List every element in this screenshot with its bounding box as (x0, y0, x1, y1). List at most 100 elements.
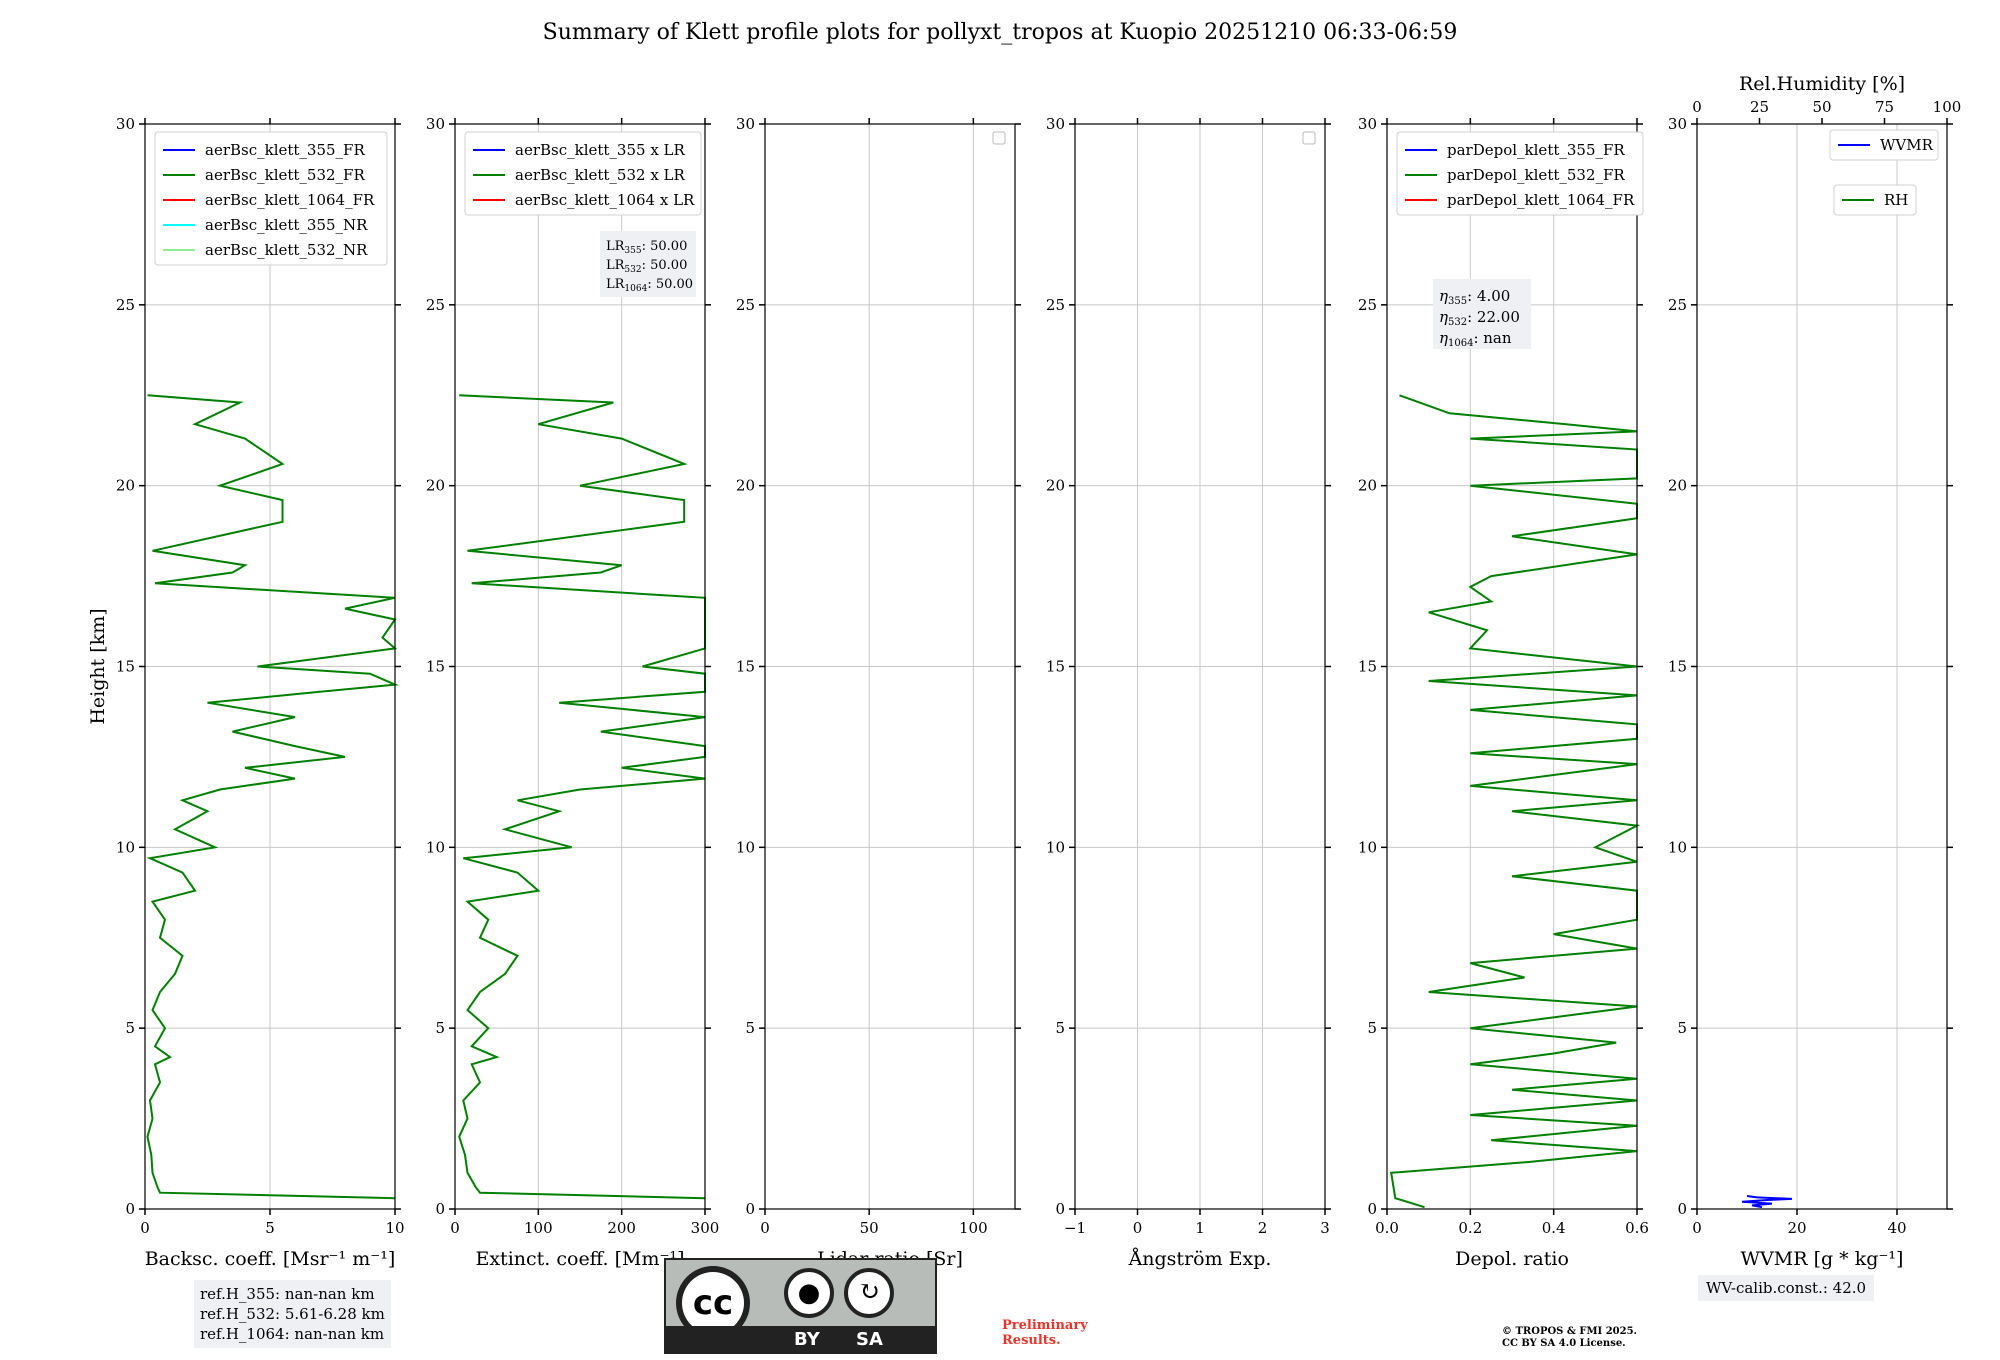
x-tick-label: 100 (524, 1219, 553, 1237)
y-tick-label: 20 (1046, 477, 1065, 495)
top-x-tick-label: 100 (1933, 98, 1962, 116)
y-tick-label: 0 (125, 1200, 135, 1218)
ref-h-1064: ref.H_1064: nan-nan km (200, 1325, 385, 1343)
y-tick-label: 0 (1055, 1200, 1065, 1218)
lr-value: LR1064: 50.00 (606, 277, 693, 294)
legend-label: parDepol_klett_355_FR (1447, 141, 1625, 159)
y-tick-label: 15 (1358, 658, 1377, 676)
y-tick-label: 5 (1367, 1019, 1377, 1037)
top-axis-label: Rel.Humidity [%] (1739, 73, 1905, 95)
y-tick-label: 0 (435, 1200, 445, 1218)
series-parDepol_klett_532_FR (1390, 394, 1641, 1209)
top-x-tick-label: 25 (1750, 98, 1769, 116)
legend-label: aerBsc_klett_532 x LR (515, 166, 686, 184)
y-tick-label: 15 (1046, 658, 1065, 676)
y-tick-label: 10 (426, 838, 445, 856)
lr-value: LR532: 50.00 (606, 258, 687, 275)
y-tick-label: 25 (116, 296, 135, 314)
x-tick-label: 0 (1133, 1219, 1143, 1237)
x-tick-label: 3 (1320, 1219, 1330, 1237)
license-by-label: BY (794, 1329, 820, 1350)
x-tick-label: 50 (860, 1219, 879, 1237)
x-tick-label: 0 (760, 1219, 770, 1237)
y-tick-label: 20 (116, 477, 135, 495)
y-tick-label: 5 (435, 1019, 445, 1037)
y-tick-label: 15 (116, 658, 135, 676)
ref-h-532: ref.H_532: 5.61-6.28 km (200, 1305, 385, 1323)
cc-license-badge: cc ● ↻ BY SA (664, 1258, 937, 1354)
x-tick-label: 100 (959, 1219, 988, 1237)
eta-value: η532: 22.00 (1439, 308, 1520, 328)
legend-label: aerBsc_klett_355_FR (205, 141, 365, 159)
y-tick-label: 25 (736, 296, 755, 314)
y-tick-label: 5 (745, 1019, 755, 1037)
ref-h-355: ref.H_355: nan-nan km (200, 1285, 375, 1303)
lr-box (600, 231, 696, 297)
x-tick-label: 0.4 (1542, 1219, 1566, 1237)
legend-label: aerBsc_klett_532_NR (205, 241, 368, 259)
y-tick-label: 25 (1358, 296, 1377, 314)
y-tick-label: 30 (736, 115, 755, 133)
y-tick-label: 30 (426, 115, 445, 133)
empty-legend (992, 131, 1006, 145)
x-tick-label: 20 (1787, 1219, 1806, 1237)
y-tick-label: 0 (745, 1200, 755, 1218)
x-tick-label: 0 (1692, 1219, 1702, 1237)
eta-box (1433, 279, 1531, 349)
y-tick-label: 30 (1668, 115, 1687, 133)
legend-box (154, 131, 388, 266)
top-x-tick-label: 75 (1875, 98, 1894, 116)
x-tick-label: 0 (450, 1219, 460, 1237)
x-tick-label: 10 (385, 1219, 404, 1237)
x-axis-label: WVMR [g * kg⁻¹] (1741, 1248, 1904, 1270)
x-axis-label: Depol. ratio (1455, 1248, 1569, 1270)
legend-label: aerBsc_klett_1064 x LR (515, 191, 695, 209)
x-tick-label: 300 (691, 1219, 720, 1237)
empty-legend (1302, 131, 1316, 145)
eta-value: η355: 4.00 (1439, 287, 1510, 307)
legend-label: aerBsc_klett_532_FR (205, 166, 365, 184)
legend-label: parDepol_klett_532_FR (1447, 166, 1625, 184)
y-tick-label: 25 (1046, 296, 1065, 314)
y-tick-label: 0 (1367, 1200, 1377, 1218)
y-tick-label: 15 (736, 658, 755, 676)
y-tick-label: 15 (1668, 658, 1687, 676)
y-tick-label: 15 (426, 658, 445, 676)
x-tick-label: 0.0 (1375, 1219, 1399, 1237)
x-tick-label: −1 (1064, 1219, 1086, 1237)
y-tick-label: 20 (1668, 477, 1687, 495)
y-tick-label: 30 (1046, 115, 1065, 133)
legend-label: WVMR (1880, 136, 1934, 154)
eta-value: η1064: nan (1439, 329, 1512, 349)
y-tick-label: 10 (736, 838, 755, 856)
x-axis-label: Ångström Exp. (1128, 1248, 1272, 1270)
x-tick-label: 5 (265, 1219, 275, 1237)
series-WVMR (1741, 1195, 1793, 1209)
y-tick-label: 5 (1055, 1019, 1065, 1037)
y-tick-label: 30 (1358, 115, 1377, 133)
legend-label: RH (1884, 191, 1908, 209)
y-tick-label: 20 (426, 477, 445, 495)
x-tick-label: 200 (607, 1219, 636, 1237)
x-tick-label: 40 (1887, 1219, 1906, 1237)
legend-box (1829, 129, 1939, 161)
license-sa-label: SA (856, 1329, 883, 1350)
y-tick-label: 30 (116, 115, 135, 133)
x-tick-label: 0.6 (1625, 1219, 1649, 1237)
y-tick-label: 0 (1677, 1200, 1687, 1218)
lr-value: LR355: 50.00 (606, 239, 687, 256)
x-axis-label: Extinct. coeff. [Mm⁻¹] (475, 1248, 684, 1270)
y-tick-label: 10 (116, 838, 135, 856)
y-tick-label: 25 (426, 296, 445, 314)
y-tick-label: 5 (1677, 1019, 1687, 1037)
reference-height-box: ref.H_355: nan-nan km ref.H_532: 5.61-6.… (194, 1280, 391, 1348)
x-tick-label: 0 (140, 1219, 150, 1237)
x-tick-label: 0.2 (1458, 1219, 1482, 1237)
copyright-note: © TROPOS & FMI 2025. CC BY SA 4.0 Licens… (1502, 1326, 1638, 1349)
x-tick-label: 1 (1195, 1219, 1205, 1237)
legend-box (1396, 131, 1644, 216)
x-axis-label: Backsc. coeff. [Msr⁻¹ m⁻¹] (145, 1248, 396, 1270)
y-tick-label: 10 (1046, 838, 1065, 856)
series-aerBsc_klett_532_FR (146, 394, 399, 1200)
